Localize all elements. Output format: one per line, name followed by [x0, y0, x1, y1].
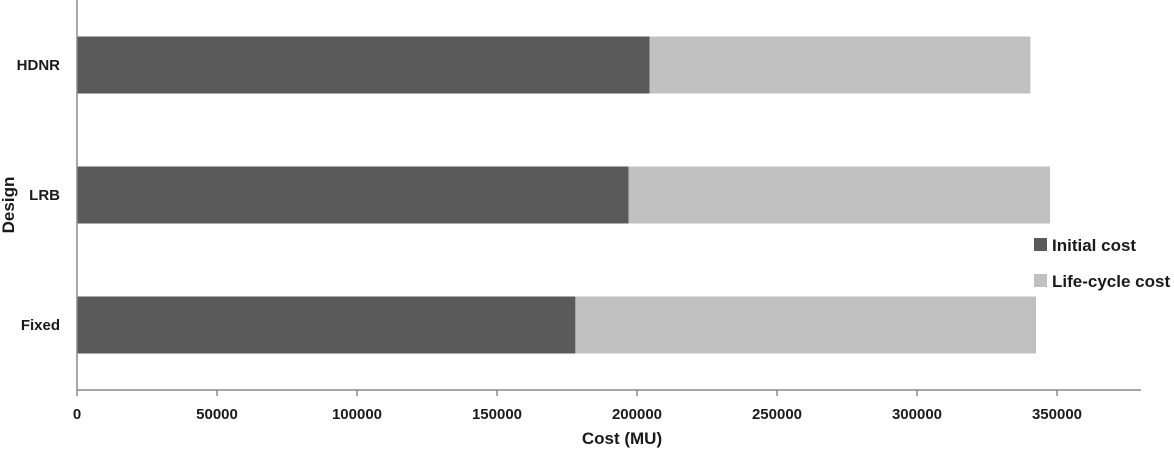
x-tick-label: 300000	[892, 406, 942, 423]
category-labels: HDNR LRB Fixed	[17, 57, 61, 334]
bar-hdnr-initial-cost	[77, 36, 650, 94]
category-label-fixed: Fixed	[21, 317, 60, 334]
bar-fixed-initial-cost	[77, 296, 576, 354]
bar-lrb-initial-cost	[77, 166, 629, 224]
y-axis-title: Design	[0, 177, 18, 234]
x-tick-labels: 0 50000 100000 150000 200000 250000 300000 3500…	[73, 406, 1082, 423]
category-label-hdnr: HDNR	[17, 57, 60, 74]
legend-swatch-initial-cost	[1034, 238, 1047, 251]
x-tick-label: 0	[73, 406, 81, 423]
x-tick-label: 100000	[332, 406, 382, 423]
bars-layer	[77, 36, 1050, 354]
legend-label-life-cycle-cost: Life-cycle cost	[1052, 272, 1170, 291]
axes-layer	[76, 0, 1141, 396]
x-axis-title: Cost (MU)	[582, 429, 662, 448]
legend: Initial cost Life-cycle cost	[1034, 236, 1170, 291]
x-tick-label: 200000	[612, 406, 662, 423]
x-tick-label: 250000	[752, 406, 802, 423]
category-label-lrb: LRB	[29, 187, 60, 204]
x-tick-label: 50000	[196, 406, 238, 423]
bar-hdnr-life-cycle-cost	[649, 36, 1031, 94]
bar-lrb-life-cycle-cost	[628, 166, 1050, 224]
bar-fixed-life-cycle-cost	[575, 296, 1036, 354]
legend-label-initial-cost: Initial cost	[1052, 236, 1136, 255]
x-tick-label: 150000	[472, 406, 522, 423]
x-tick-label: 350000	[1032, 406, 1082, 423]
legend-swatch-life-cycle-cost	[1034, 274, 1047, 287]
